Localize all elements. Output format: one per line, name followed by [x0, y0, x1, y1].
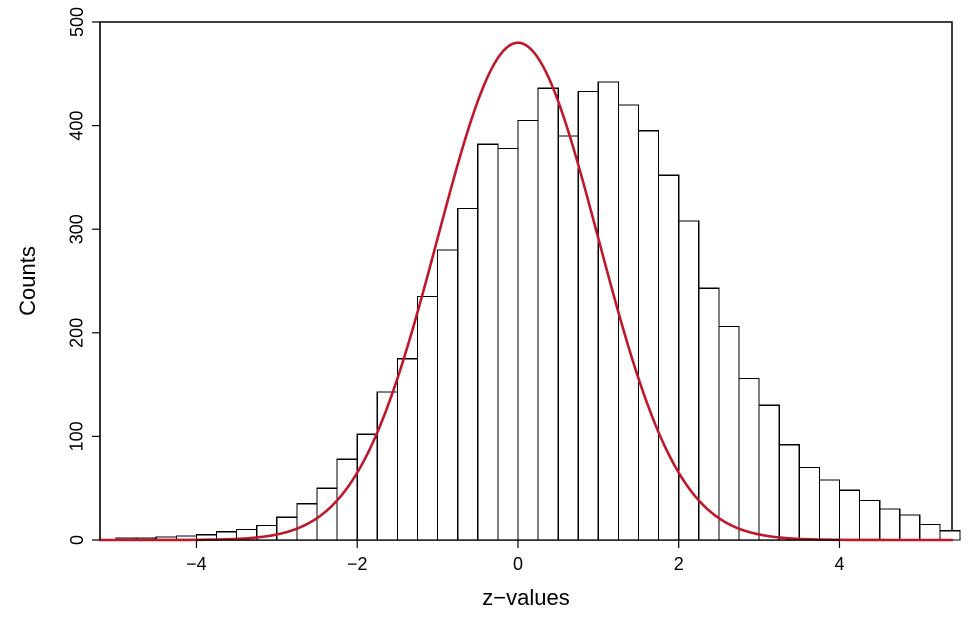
histogram-bar [940, 531, 960, 540]
histogram-bar [297, 504, 317, 540]
histogram-bar [659, 175, 679, 540]
histogram-bar [337, 459, 357, 540]
y-axis-label: Counts [15, 246, 40, 316]
histogram-bar [900, 515, 920, 540]
histogram-bar [719, 327, 739, 540]
histogram-bar [397, 359, 417, 540]
x-tick-label: −2 [347, 554, 368, 574]
histogram-bar [417, 297, 437, 540]
histogram-bar [839, 490, 859, 540]
y-tick-label: 200 [67, 318, 87, 348]
histogram-bar [920, 524, 940, 540]
histogram-bar [598, 82, 618, 540]
histogram-bar [759, 405, 779, 540]
y-tick-label: 500 [67, 7, 87, 37]
histogram-bar [357, 434, 377, 540]
histogram-bar [438, 250, 458, 540]
x-tick-label: −4 [186, 554, 207, 574]
histogram-bar [377, 392, 397, 540]
histogram-bar [880, 509, 900, 540]
histogram-bar [578, 91, 598, 540]
x-tick-label: 2 [674, 554, 684, 574]
histogram-bar [317, 488, 337, 540]
y-tick-label: 100 [67, 421, 87, 451]
x-tick-label: 0 [513, 554, 523, 574]
histogram-bar [679, 221, 699, 540]
histogram-chart: −4 −2 0 2 4 z−values 0 100 200 300 400 500 Counts [0, 0, 974, 639]
histogram-bar [538, 88, 558, 540]
histogram-bar [498, 148, 518, 540]
histogram-bar [558, 136, 578, 540]
chart-container: −4 −2 0 2 4 z−values 0 100 200 300 400 500 Counts [0, 0, 974, 639]
histogram-bar [739, 378, 759, 540]
histogram-bar [819, 480, 839, 540]
histogram-bar [478, 144, 498, 540]
x-axis-label: z−values [482, 585, 569, 610]
histogram-bar [799, 467, 819, 540]
y-tick-label: 300 [67, 214, 87, 244]
histogram-bar [639, 131, 659, 540]
histogram-bar [458, 208, 478, 540]
histogram-bar [518, 120, 538, 540]
histogram-bar [860, 501, 880, 540]
histogram-bar [779, 445, 799, 540]
y-tick-label: 0 [67, 535, 87, 545]
y-tick-label: 400 [67, 111, 87, 141]
x-tick-label: 4 [834, 554, 844, 574]
